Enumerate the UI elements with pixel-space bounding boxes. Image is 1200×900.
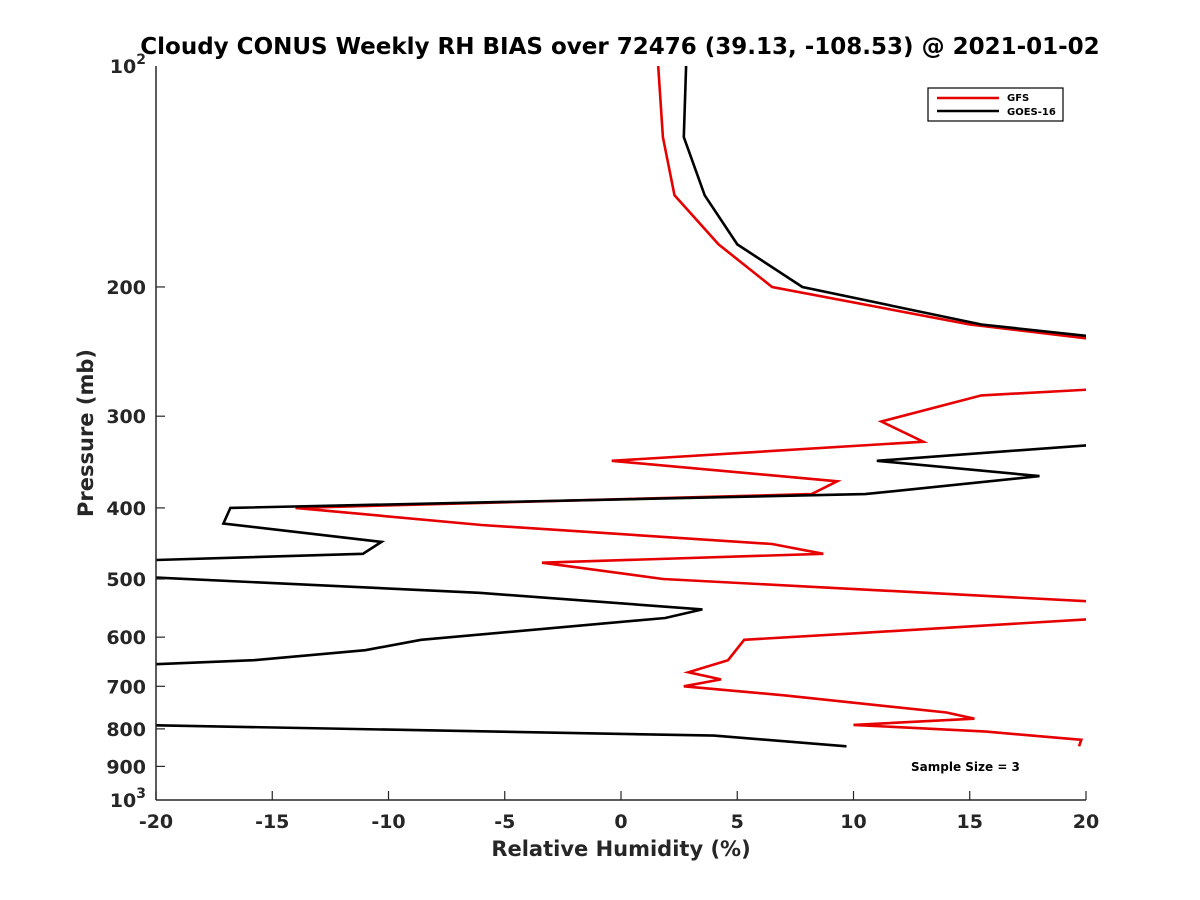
x-tick-label: -5 [494,811,515,833]
y-axis-label: Pressure (mb) [74,349,98,517]
x-ticks: -20 -15 -10 -5 0 5 10 15 20 [139,791,1099,833]
chart-title: Cloudy CONUS Weekly RH BIAS over 72476 (… [140,34,1099,60]
y-tick-label: 900 [106,756,146,778]
y-tick-label: 700 [106,676,146,698]
x-tick-label: 10 [840,811,866,833]
x-tick-label: 5 [731,811,744,833]
series-layer [156,66,1086,748]
sample-size-annotation: Sample Size = 3 [911,760,1020,774]
x-tick-label: 0 [614,811,627,833]
legend-label-goes16: GOES-16 [1007,107,1056,118]
legend-label-gfs: GFS [1007,93,1029,104]
y-tick-label: 600 [106,627,146,649]
axes-layer [155,66,1086,801]
y-tick-label: 500 [106,569,146,591]
y-tick-label: 200 [106,277,146,299]
y-tick-label: 400 [106,498,146,520]
x-tick-label: 15 [957,811,983,833]
x-axis-label: Relative Humidity (%) [491,837,750,861]
series-line-gfs [295,66,1086,747]
x-tick-label: 20 [1073,811,1099,833]
series-line-goes16 [156,66,1086,748]
y-tick-label: 800 [106,719,146,741]
y-tick-label-power: 103 [110,786,146,812]
x-tick-label: -10 [371,811,405,833]
legend: GFS GOES-16 [927,87,1064,122]
y-tick-label: 300 [106,406,146,428]
x-tick-label: -20 [139,811,173,833]
legend-box [927,87,1064,122]
x-tick-label: -15 [255,811,289,833]
y-tick-label-power: 102 [110,52,146,78]
y-ticks: 200 300 400 500 600 700 800 900 102 103 [106,52,165,812]
